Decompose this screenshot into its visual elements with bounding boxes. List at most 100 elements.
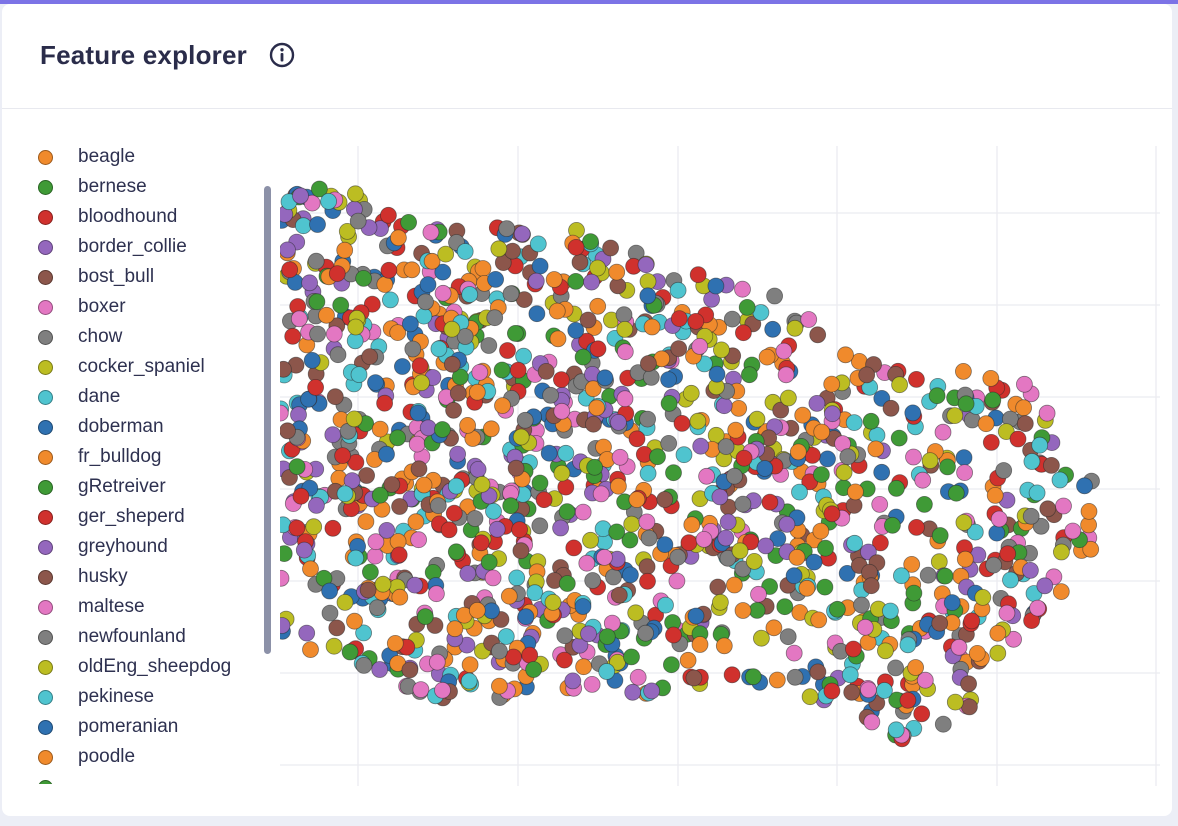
scatter-point <box>616 320 634 338</box>
scatter-point <box>756 460 774 477</box>
scatter-point <box>558 575 576 592</box>
scatter-point <box>419 276 437 294</box>
scatter-point <box>434 263 452 281</box>
scatter-point <box>367 374 384 392</box>
legend-item[interactable]: maltese <box>30 592 145 622</box>
scatter-point <box>321 604 339 622</box>
scatter-point <box>776 598 794 616</box>
scatter-point <box>715 397 733 415</box>
scatter-point <box>682 384 700 402</box>
legend-label: husky <box>78 566 128 587</box>
scatter-point <box>374 575 392 593</box>
scatter-point <box>588 399 606 417</box>
scatter-point <box>288 458 306 476</box>
legend-item[interactable] <box>30 772 78 784</box>
scatter-point <box>408 435 426 453</box>
scatter-point <box>515 347 533 365</box>
scatter-point <box>808 394 826 412</box>
legend-item[interactable]: bloodhound <box>30 202 177 232</box>
legend-item[interactable]: newfounland <box>30 622 186 652</box>
scatter-point <box>734 324 752 342</box>
legend-scrollbar[interactable] <box>264 186 271 654</box>
legend-item[interactable]: cocker_spaniel <box>30 352 205 382</box>
scatter-point <box>669 548 687 566</box>
scatter-point <box>846 534 863 552</box>
legend-item[interactable]: husky <box>30 562 128 592</box>
legend-item[interactable]: dane <box>30 382 120 412</box>
scatter-point <box>389 429 406 447</box>
legend-item[interactable]: border_collie <box>30 232 187 262</box>
scatter-point <box>284 327 302 345</box>
legend-swatch <box>38 209 53 225</box>
legend-item[interactable]: bost_bull <box>30 262 154 292</box>
scatter-point <box>727 421 745 439</box>
scatter-point <box>893 567 910 585</box>
info-circle-icon[interactable] <box>269 42 295 68</box>
legend-item[interactable]: boxer <box>30 292 126 322</box>
panel-header: Feature explorer <box>2 4 1172 109</box>
legend-swatch <box>38 749 53 765</box>
scatter-point <box>819 450 836 468</box>
scatter-point <box>930 553 948 571</box>
scatter-point <box>391 588 409 606</box>
scatter-point <box>413 374 430 392</box>
scatter-point <box>363 295 381 313</box>
scatter-point <box>823 505 841 523</box>
legend-swatch <box>38 539 53 555</box>
scatter-point <box>380 206 397 224</box>
scatter-point <box>552 371 570 389</box>
legend-item[interactable]: beagle <box>30 142 135 172</box>
scatter-point <box>507 459 525 477</box>
scatter-point <box>841 666 859 684</box>
scatter-point <box>956 550 974 568</box>
scatter-point <box>417 293 434 311</box>
scatter-point <box>401 661 419 679</box>
scatter-point <box>486 309 504 327</box>
legend-item[interactable]: fr_bulldog <box>30 442 161 472</box>
scatter-point <box>459 565 477 582</box>
scatter-point <box>502 285 520 303</box>
scatter-point <box>643 682 661 700</box>
scatter-point <box>642 368 660 386</box>
scatter-point <box>817 539 834 557</box>
scatter-point <box>480 553 498 571</box>
scatter-point <box>748 601 766 619</box>
scatter-point <box>670 310 688 328</box>
scatter-point <box>485 502 502 520</box>
scatter-point <box>903 555 921 573</box>
scatter-point <box>824 405 841 423</box>
legend-item[interactable]: gRetreiver <box>30 472 166 502</box>
scatter-plot[interactable] <box>280 146 1160 786</box>
scatter-point <box>574 348 592 366</box>
scatter-point <box>689 412 707 430</box>
scatter-point <box>946 693 964 711</box>
scatter-point <box>440 521 458 539</box>
scatter-point <box>445 401 463 419</box>
scatter-point <box>386 634 404 652</box>
scatter-point <box>531 474 549 492</box>
scatter-point <box>905 584 923 602</box>
legend-item[interactable]: chow <box>30 322 122 352</box>
legend-item[interactable]: doberman <box>30 412 164 442</box>
legend-item[interactable]: poodle <box>30 742 135 772</box>
scatter-point <box>752 629 770 647</box>
scatter-point <box>639 273 657 290</box>
scatter-point <box>412 681 430 698</box>
legend-swatch <box>38 239 53 255</box>
scatter-point <box>934 715 952 733</box>
scatter-point <box>876 682 893 699</box>
legend-item[interactable]: pomeranian <box>30 712 178 742</box>
scatter-point <box>726 467 743 485</box>
scatter-point <box>504 242 521 260</box>
scatter-point <box>346 612 363 630</box>
scatter-point <box>660 394 678 412</box>
legend-item[interactable]: ger_sheperd <box>30 502 185 532</box>
legend-item[interactable]: pekinese <box>30 682 154 712</box>
legend-item[interactable]: bernese <box>30 172 147 202</box>
legend-item[interactable]: oldEng_sheepdog <box>30 652 231 682</box>
legend-swatch <box>38 629 53 645</box>
legend-item[interactable]: greyhound <box>30 532 168 562</box>
scatter-point <box>768 671 786 689</box>
scatter-point <box>466 510 484 527</box>
scatter-point <box>521 646 539 664</box>
